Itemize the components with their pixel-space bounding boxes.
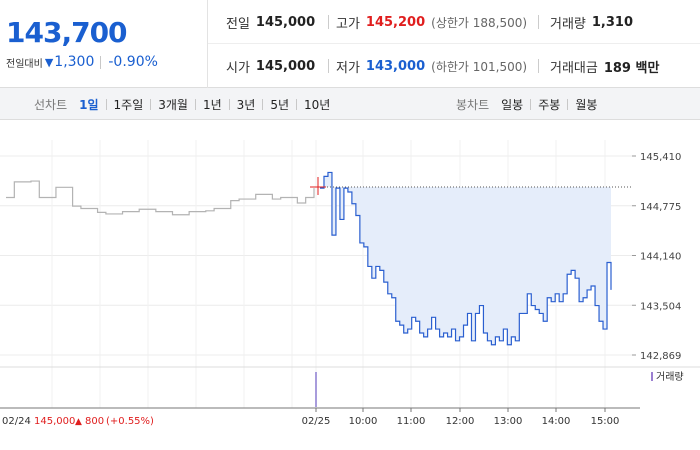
x-tick-label: 02/25 bbox=[302, 416, 331, 427]
tab-5y[interactable]: 5년 bbox=[270, 97, 290, 112]
down-triangle-icon: ▼ bbox=[44, 55, 54, 69]
x-tick-label: 15:00 bbox=[591, 416, 620, 427]
line-chart-tabs: 선차트 1일 1주일 3개월 1년 3년 5년 10년 bbox=[34, 88, 330, 120]
low-cell: 저가 143,000 (하한가 101,500) bbox=[336, 44, 527, 88]
prev-day-price: 145,000 bbox=[34, 416, 75, 427]
divider bbox=[100, 55, 102, 69]
low-value: 143,000 bbox=[365, 58, 426, 74]
prev-day-percent: (+0.55%) bbox=[106, 416, 154, 427]
today-area-fill bbox=[320, 172, 611, 345]
y-tick-label: 144,775 bbox=[640, 202, 681, 213]
x-tick-label: 13:00 bbox=[494, 416, 523, 427]
current-price: 143,700 bbox=[6, 16, 128, 49]
volume-legend-swatch bbox=[651, 372, 653, 381]
quote-info-grid: 전일 145,000 고가 145,200 (상한가 188,500) 거래량 … bbox=[208, 0, 700, 88]
prev-day-change: 800 bbox=[85, 416, 104, 427]
prev-close-value: 145,000 bbox=[255, 14, 316, 30]
tab-1d[interactable]: 1일 bbox=[79, 97, 99, 112]
divider bbox=[296, 98, 298, 110]
divider bbox=[328, 59, 329, 73]
divider bbox=[538, 15, 539, 29]
volume-value: 1,310 bbox=[591, 14, 634, 30]
tab-3y[interactable]: 3년 bbox=[236, 97, 256, 112]
prev-day-price-line bbox=[6, 180, 315, 216]
price-summary: 143,700 전일대비 ▼ 1,300 -0.90% bbox=[0, 0, 208, 88]
upper-limit: (상한가 188,500) bbox=[431, 15, 528, 30]
trade-amount-cell: 거래대금 189 백만 bbox=[550, 44, 659, 88]
divider bbox=[328, 15, 329, 29]
info-row: 시가 145,000 저가 143,000 (하한가 101,500) 거래대금… bbox=[208, 44, 700, 88]
tab-daily-candle[interactable]: 일봉 bbox=[501, 97, 524, 112]
line-chart-title: 선차트 bbox=[34, 97, 68, 112]
candle-chart-title: 봉차트 bbox=[456, 97, 490, 112]
divider bbox=[530, 98, 532, 110]
divider bbox=[228, 98, 230, 110]
divider bbox=[262, 98, 264, 110]
tab-3m[interactable]: 3개월 bbox=[158, 97, 188, 112]
up-triangle-icon: ▲ bbox=[75, 417, 82, 427]
high-value: 145,200 bbox=[365, 14, 426, 30]
y-tick-label: 142,869 bbox=[640, 351, 681, 362]
chart-tab-bar: 선차트 1일 1주일 3개월 1년 3년 5년 10년 봉차트 일봉 주봉 월봉 bbox=[0, 88, 700, 120]
change-row: 전일대비 ▼ 1,300 -0.90% bbox=[6, 54, 158, 70]
change-value: 1,300 bbox=[54, 54, 95, 70]
candle-chart-tabs: 봉차트 일봉 주봉 월봉 bbox=[456, 88, 597, 120]
trade-amount-value: 189 백만 bbox=[603, 60, 660, 76]
x-axis: 02/25 10:00 11:00 12:00 13:00 14:00 15:00 bbox=[302, 408, 620, 427]
tab-1y[interactable]: 1년 bbox=[202, 97, 222, 112]
volume-label: 거래량 bbox=[550, 16, 586, 32]
tab-monthly-candle[interactable]: 월봉 bbox=[575, 97, 598, 112]
tab-1w[interactable]: 1주일 bbox=[113, 97, 144, 112]
divider bbox=[105, 98, 107, 110]
divider bbox=[150, 98, 152, 110]
lower-limit: (하한가 101,500) bbox=[431, 59, 528, 74]
prev-close-label: 전일 bbox=[226, 16, 250, 32]
prev-day-label: 02/24 bbox=[2, 416, 31, 427]
open-value: 145,000 bbox=[255, 58, 316, 74]
chart-grid bbox=[0, 140, 632, 408]
info-row: 전일 145,000 고가 145,200 (상한가 188,500) 거래량 … bbox=[208, 0, 700, 44]
open-label: 시가 bbox=[226, 60, 250, 76]
today-price-line bbox=[320, 171, 612, 346]
divider bbox=[194, 98, 196, 110]
x-tick-label: 10:00 bbox=[349, 416, 378, 427]
high-cell: 고가 145,200 (상한가 188,500) bbox=[336, 0, 527, 44]
y-tick-label: 145,410 bbox=[640, 152, 681, 163]
y-tick-label: 143,504 bbox=[640, 301, 681, 312]
change-label: 전일대비 bbox=[6, 58, 43, 70]
tab-weekly-candle[interactable]: 주봉 bbox=[538, 97, 561, 112]
divider bbox=[567, 98, 569, 110]
prev-close-cell: 전일 145,000 bbox=[226, 0, 315, 44]
x-tick-label: 14:00 bbox=[542, 416, 571, 427]
y-axis: 145,410 144,775 144,140 143,504 142,869 bbox=[632, 152, 681, 362]
divider bbox=[538, 59, 539, 73]
volume-cell: 거래량 1,310 bbox=[550, 0, 633, 44]
high-label: 고가 bbox=[336, 16, 360, 32]
x-tick-label: 11:00 bbox=[397, 416, 426, 427]
low-label: 저가 bbox=[336, 60, 360, 76]
quote-header: 143,700 전일대비 ▼ 1,300 -0.90% 전일 145,000 고… bbox=[0, 0, 700, 88]
volume-legend: 거래량 bbox=[656, 371, 684, 383]
tab-10y[interactable]: 10년 bbox=[304, 97, 331, 112]
open-cell: 시가 145,000 bbox=[226, 44, 315, 88]
x-tick-label: 12:00 bbox=[446, 416, 475, 427]
y-tick-label: 144,140 bbox=[640, 252, 681, 263]
change-percent: -0.90% bbox=[108, 54, 158, 70]
trade-amount-label: 거래대금 bbox=[550, 60, 598, 76]
